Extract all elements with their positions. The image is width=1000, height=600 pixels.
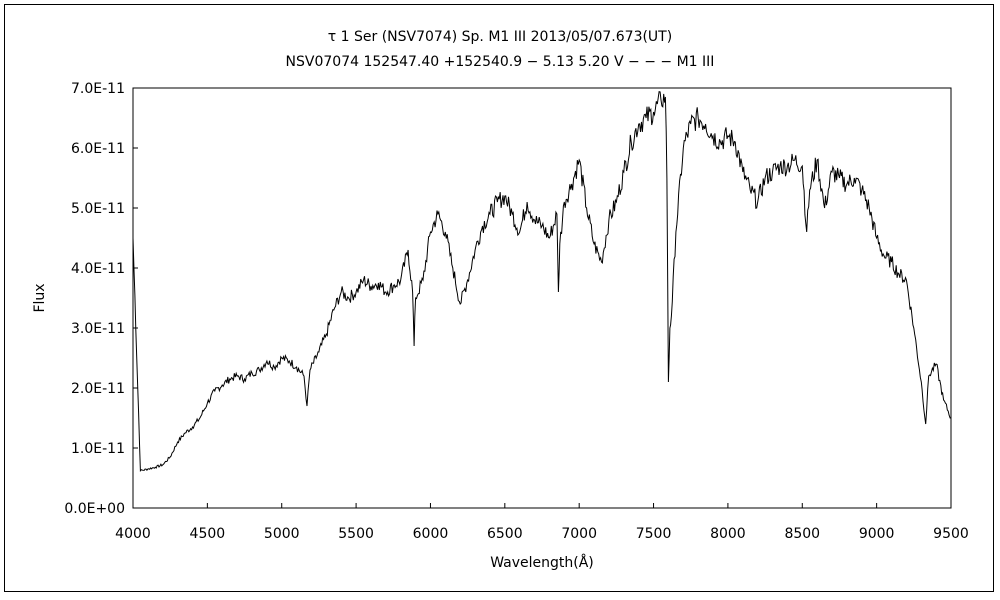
x-axis-label: Wavelength(Å) <box>490 554 594 571</box>
y-tick-label: 5.0E-11 <box>71 201 125 217</box>
y-axis-label: Flux <box>32 283 48 312</box>
y-tick-label: 2.0E-11 <box>71 381 125 397</box>
x-tick-label: 8500 <box>784 526 820 542</box>
chart-title: τ 1 Ser (NSV7074) Sp. M1 III 2013/05/07.… <box>328 29 672 45</box>
x-tick-label: 7000 <box>561 526 597 542</box>
x-tick-label: 9500 <box>933 526 969 542</box>
x-tick-label: 7500 <box>636 526 672 542</box>
y-tick-label: 7.0E-11 <box>71 81 125 97</box>
x-tick-label: 5000 <box>264 526 300 542</box>
chart-frame <box>4 4 994 592</box>
spectrum-line <box>132 90 951 473</box>
x-tick-label: 6000 <box>413 526 449 542</box>
plot-area <box>132 87 952 509</box>
y-tick-label: 3.0E-11 <box>71 321 125 337</box>
chart-subtitle: NSV07074 152547.40 +152540.9 − 5.13 5.20… <box>286 54 715 70</box>
y-tick-label: 4.0E-11 <box>71 261 125 277</box>
x-tick-label: 6500 <box>487 526 523 542</box>
y-tick-label: 1.0E-11 <box>71 441 125 457</box>
x-tick-label: 8000 <box>710 526 746 542</box>
x-tick-label: 4500 <box>190 526 226 542</box>
y-tick-label: 6.0E-11 <box>71 141 125 157</box>
y-tick-label: 0.0E+00 <box>64 501 125 517</box>
x-tick-label: 4000 <box>115 526 151 542</box>
x-tick-label: 5500 <box>338 526 374 542</box>
x-tick-label: 9000 <box>859 526 895 542</box>
